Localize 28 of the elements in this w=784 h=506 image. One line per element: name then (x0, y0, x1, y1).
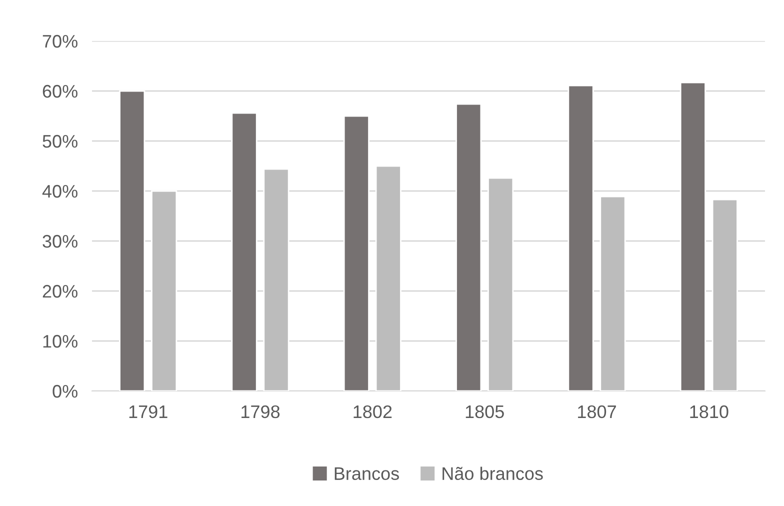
y-tick-label: 20% (42, 284, 78, 298)
bar (488, 177, 514, 391)
bar (151, 190, 178, 391)
legend-label: Brancos (334, 467, 399, 480)
bar (263, 168, 290, 391)
y-tick-label: 0% (52, 384, 78, 398)
y-tick-label: 70% (42, 34, 78, 48)
bar (231, 112, 258, 391)
x-tick-label: 1798 (242, 405, 280, 418)
y-tick-label: 50% (42, 134, 78, 148)
x-tick-label: 1802 (354, 405, 392, 418)
x-tick-label: 1810 (690, 405, 728, 418)
x-tick-label: 1791 (129, 405, 168, 418)
y-tick-label: 60% (42, 84, 78, 98)
bar (712, 198, 738, 391)
y-tick-label: 10% (43, 334, 78, 348)
bar (343, 115, 370, 391)
x-tick-label: 1807 (578, 405, 616, 418)
bar (600, 196, 626, 391)
y-tick-label: 30% (42, 234, 78, 248)
bar (119, 90, 146, 391)
bar (456, 103, 482, 391)
legend-label: Não brancos (442, 466, 543, 480)
bar (680, 82, 706, 391)
x-tick-label: 1805 (466, 405, 504, 418)
bar (568, 84, 594, 391)
y-tick-label: 40% (42, 184, 78, 198)
bar (375, 165, 402, 391)
